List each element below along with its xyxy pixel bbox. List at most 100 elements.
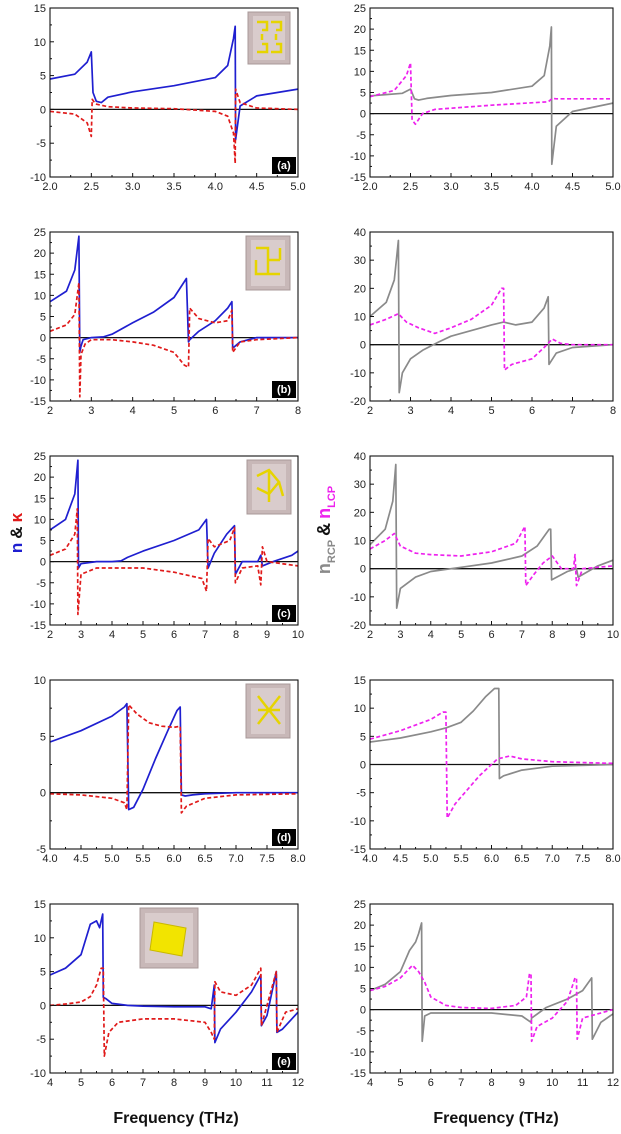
panel-d_right: 4.0 4.5 5.0 5.5 6.0 6.5 7.0 7.5 8.0 -15 -10 -5 0 5 10 1…	[350, 675, 621, 865]
left-ylabel-amp: &	[7, 526, 26, 538]
left-ylabel-n: n	[7, 543, 26, 553]
y-tick-label: 5	[40, 71, 46, 83]
x-tick-label: 6.5	[197, 853, 212, 865]
y-tick-label: -15	[350, 844, 366, 856]
right-ylabel-n-lcp: n	[314, 508, 334, 519]
x-tick-label: 7	[202, 629, 208, 641]
x-tick-label: 6	[212, 405, 218, 417]
series-line-dashed	[370, 964, 613, 1043]
x-tick-label: 12	[607, 1077, 619, 1089]
y-tick-label: 5	[360, 984, 366, 996]
x-tick-label: 4	[428, 629, 434, 641]
x-tick-label: 5	[458, 629, 464, 641]
y-tick-label: -5	[36, 1034, 46, 1046]
y-tick-label: -10	[30, 375, 46, 387]
x-tick-label: 2.5	[403, 181, 418, 193]
panel-label-box	[272, 829, 296, 846]
x-tick-label: 2	[47, 405, 53, 417]
y-tick-label: -20	[350, 620, 366, 632]
y-tick-label: 20	[354, 920, 366, 932]
x-tick-label: 10	[546, 1077, 558, 1089]
y-tick-label: 10	[354, 66, 366, 78]
y-tick-label: 15	[354, 675, 366, 687]
x-tick-label: 8	[549, 629, 555, 641]
left-ylabel-kappa: κ	[7, 512, 26, 522]
x-tick-label: 4.5	[73, 853, 88, 865]
y-tick-label: 20	[34, 248, 46, 260]
y-tick-label: 5	[40, 731, 46, 743]
y-tick-label: 10	[34, 933, 46, 945]
left-y-axis-label: n & κ	[7, 512, 26, 553]
x-tick-label: 2	[47, 629, 53, 641]
right-y-axis-label: nRCP&nLCP	[314, 486, 338, 574]
right-ylabel-n-rcp: n	[314, 563, 334, 574]
x-tick-label: 3	[78, 629, 84, 641]
y-tick-label: 10	[34, 675, 46, 687]
x-tick-label: 4	[47, 1077, 53, 1089]
y-tick-label: 10	[34, 514, 46, 526]
y-tick-label: 20	[354, 24, 366, 36]
y-tick-label: 25	[354, 899, 366, 911]
series-line-dashed	[50, 507, 298, 616]
x-tick-label: 10	[230, 1077, 242, 1089]
y-tick-label: 0	[360, 1005, 366, 1017]
series-line-solid	[50, 25, 298, 141]
y-tick-label: 0	[360, 109, 366, 121]
y-tick-label: 10	[34, 290, 46, 302]
x-tick-label: 5	[171, 405, 177, 417]
x-tick-label: 4.5	[565, 181, 580, 193]
right-ylabel-rcp-sub: RCP	[326, 540, 338, 563]
x-axis-label-left: Frequency (THz)	[113, 1110, 238, 1127]
series-line-dashed	[370, 711, 613, 819]
x-tick-label: 7.0	[228, 853, 243, 865]
inset-unit-cell-c	[246, 459, 292, 515]
x-tick-label: 4	[130, 405, 136, 417]
y-tick-label: 10	[354, 703, 366, 715]
y-tick-label: 20	[34, 472, 46, 484]
y-tick-label: 15	[34, 899, 46, 911]
y-tick-label: 40	[354, 451, 366, 463]
x-tick-label: 7	[569, 405, 575, 417]
y-tick-label: 20	[354, 283, 366, 295]
y-tick-label: 25	[34, 451, 46, 463]
y-tick-label: -5	[356, 130, 366, 142]
y-tick-label: 5	[40, 967, 46, 979]
panel-a_right: 2.0 2.5 3.0 3.5 4.0 4.5 5.0 -15 -10 -5 0 5 10 15 20 25	[350, 3, 621, 193]
x-tick-label: 3	[407, 405, 413, 417]
x-tick-label: 2.5	[84, 181, 99, 193]
y-tick-label: 30	[354, 479, 366, 491]
series-line-dashed	[50, 967, 298, 1057]
y-tick-label: 30	[354, 255, 366, 267]
x-tick-label: 2.0	[42, 181, 57, 193]
y-tick-label: -10	[30, 1068, 46, 1080]
x-tick-label: 6	[171, 629, 177, 641]
x-tick-label: 8	[171, 1077, 177, 1089]
x-tick-label: 8.0	[605, 853, 620, 865]
y-tick-label: -10	[350, 151, 366, 163]
x-tick-label: 8	[233, 629, 239, 641]
y-tick-label: 15	[34, 493, 46, 505]
x-tick-label: 6.0	[484, 853, 499, 865]
x-tick-label: 5.0	[423, 853, 438, 865]
y-tick-label: -15	[350, 1068, 366, 1080]
x-tick-label: 2.0	[362, 181, 377, 193]
panel-label-box	[272, 605, 296, 622]
y-tick-label: -5	[36, 844, 46, 856]
y-tick-label: 5	[40, 536, 46, 548]
panel-label: (d)	[277, 832, 291, 844]
x-tick-label: 12	[292, 1077, 304, 1089]
series-line-solid	[50, 459, 298, 576]
x-tick-label: 4.5	[249, 181, 264, 193]
y-tick-label: 0	[40, 333, 46, 345]
series-line-dashed	[50, 281, 298, 398]
x-tick-label: 7	[254, 405, 260, 417]
y-tick-label: -15	[30, 620, 46, 632]
x-tick-label: 3	[397, 629, 403, 641]
x-tick-label: 7.5	[575, 853, 590, 865]
x-tick-label: 3.5	[166, 181, 181, 193]
x-tick-label: 6	[488, 629, 494, 641]
x-tick-label: 7	[458, 1077, 464, 1089]
x-tick-label: 4	[109, 629, 115, 641]
plot-frame	[369, 231, 614, 402]
x-tick-label: 4.0	[208, 181, 223, 193]
